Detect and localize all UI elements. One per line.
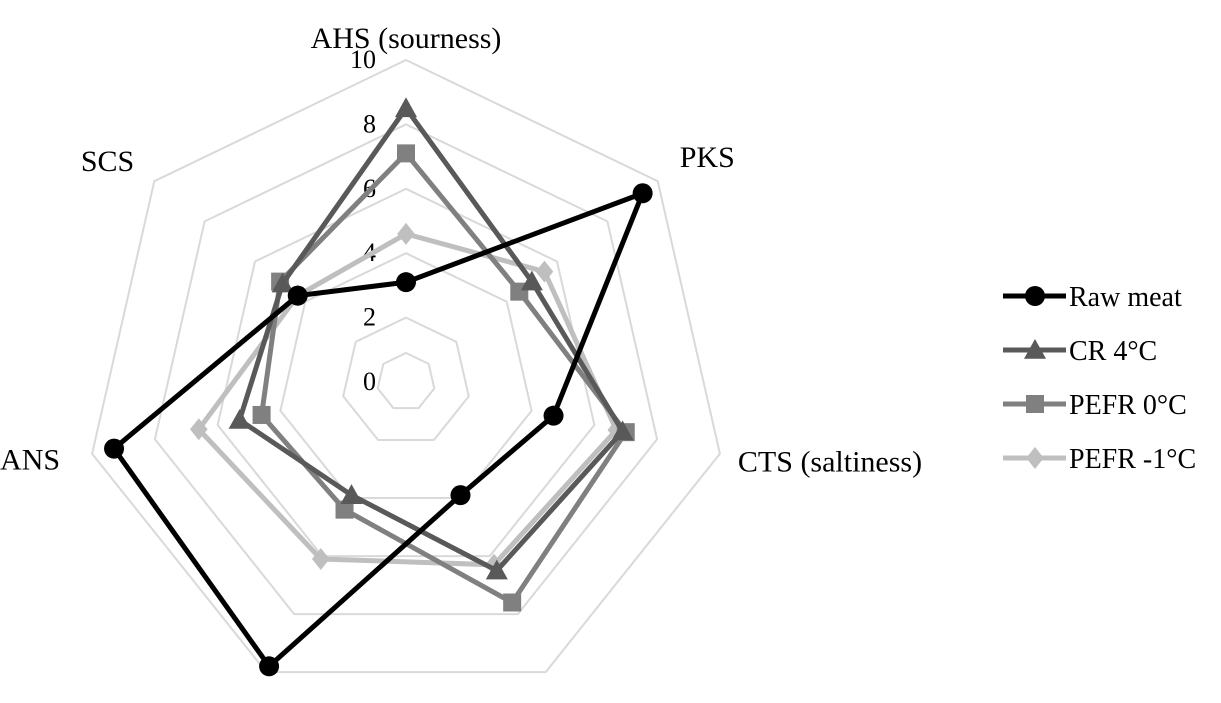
grid-ring (91, 58, 721, 674)
legend-item: CR 4°C (1003, 336, 1157, 367)
legend-label: PEFR -1°C (1069, 444, 1196, 475)
grid-ring (376, 351, 436, 410)
series-line (110, 188, 648, 671)
data-point (311, 547, 330, 570)
tick-label: 0 (363, 367, 376, 396)
series-0 (104, 183, 653, 677)
data-point (607, 419, 626, 442)
tick-label: 10 (350, 45, 376, 74)
axis-label: PKS (680, 141, 735, 174)
data-point (340, 484, 363, 504)
grid-ring (342, 316, 470, 441)
legend-item: PEFR -1°C (1003, 444, 1196, 475)
grid-ring (279, 252, 533, 499)
series-line (236, 104, 626, 574)
series-line (195, 231, 620, 568)
data-point (335, 500, 354, 519)
data-point (397, 144, 415, 163)
tick-label: 8 (363, 109, 376, 138)
axis-label: SCS (81, 145, 134, 178)
data-point (287, 285, 308, 306)
legend-label: CR 4°C (1069, 336, 1157, 367)
legend-label: Raw meat (1069, 282, 1182, 313)
data-point (485, 559, 508, 580)
legend-marker (1024, 339, 1046, 359)
legend-item: PEFR 0°C (1003, 390, 1187, 421)
tick-label: 2 (363, 303, 376, 332)
legend-marker (1025, 286, 1045, 306)
axis-label: CTS (saltiness) (738, 446, 922, 479)
data-point (450, 485, 471, 506)
legend: Raw meat CR 4°C PEFR 0°C PEFR -1°C (1003, 282, 1196, 475)
data-point (104, 438, 125, 459)
data-point (395, 97, 417, 118)
axis-label: ANS (0, 444, 60, 477)
data-point (535, 260, 554, 283)
data-point (271, 272, 294, 293)
data-point (396, 272, 416, 293)
series-1 (228, 97, 634, 580)
series-group (104, 97, 653, 677)
legend-marker (1026, 395, 1044, 413)
legend-item: Raw meat (1003, 282, 1182, 313)
data-point (611, 420, 634, 441)
data-point (252, 405, 271, 424)
data-point (259, 656, 280, 677)
data-point (543, 405, 564, 426)
data-point (632, 183, 653, 204)
data-point (503, 593, 522, 612)
grid-ring (216, 187, 596, 558)
data-point (228, 408, 251, 429)
axis-label: AHS (sourness) (311, 22, 502, 55)
legend-marker (1026, 447, 1044, 469)
data-point (520, 270, 543, 291)
legend-label: PEFR 0°C (1069, 390, 1187, 421)
data-point (190, 418, 208, 441)
data-point (397, 222, 415, 245)
